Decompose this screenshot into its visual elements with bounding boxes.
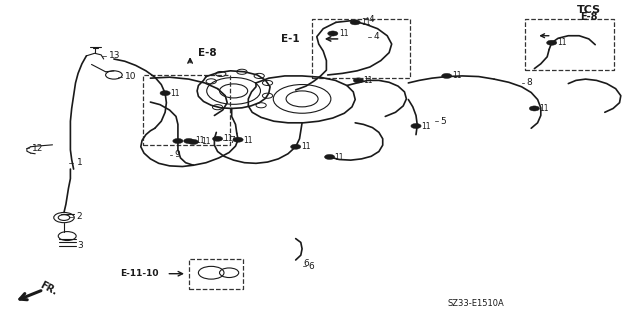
- Text: 11: 11: [452, 71, 461, 80]
- Text: E-8: E-8: [580, 11, 598, 22]
- Text: TCS: TCS: [577, 5, 601, 15]
- Circle shape: [188, 139, 198, 145]
- Text: 1: 1: [77, 158, 83, 167]
- Circle shape: [547, 40, 557, 45]
- Circle shape: [160, 91, 170, 96]
- Text: 11: 11: [339, 29, 349, 38]
- Text: 11: 11: [557, 38, 566, 47]
- Text: E-11-10: E-11-10: [120, 269, 159, 278]
- Text: 6: 6: [303, 259, 309, 268]
- Text: 11: 11: [223, 134, 232, 143]
- Text: 11: 11: [362, 18, 371, 27]
- Circle shape: [353, 78, 364, 83]
- Text: E-1: E-1: [281, 34, 300, 44]
- Circle shape: [212, 136, 223, 141]
- Text: 10: 10: [125, 72, 136, 81]
- Circle shape: [529, 106, 540, 111]
- Text: 2: 2: [77, 212, 83, 221]
- Text: 11: 11: [170, 89, 180, 98]
- Circle shape: [233, 137, 243, 142]
- Circle shape: [442, 73, 452, 78]
- Circle shape: [184, 138, 194, 144]
- Text: 11: 11: [540, 104, 549, 113]
- Text: 12: 12: [32, 144, 44, 153]
- Text: 11: 11: [334, 153, 344, 162]
- Text: 9: 9: [175, 150, 180, 159]
- Text: 13: 13: [109, 51, 120, 60]
- Text: 6: 6: [308, 262, 314, 271]
- Circle shape: [173, 138, 183, 144]
- Text: FR.: FR.: [38, 280, 59, 297]
- Text: 5: 5: [440, 117, 446, 126]
- Text: E-8: E-8: [198, 48, 217, 58]
- Circle shape: [411, 123, 421, 129]
- Circle shape: [291, 144, 301, 149]
- Circle shape: [328, 31, 338, 36]
- Text: 3: 3: [77, 241, 83, 250]
- Text: 11: 11: [301, 142, 310, 151]
- Text: 11: 11: [364, 76, 373, 85]
- Text: 8: 8: [527, 78, 532, 87]
- Text: 11: 11: [201, 137, 211, 146]
- Text: 4: 4: [373, 32, 379, 41]
- Text: 11: 11: [195, 137, 205, 145]
- Text: 11: 11: [243, 137, 253, 145]
- Text: SZ33-E1510A: SZ33-E1510A: [448, 299, 505, 308]
- Text: 11: 11: [421, 122, 431, 130]
- Circle shape: [324, 154, 335, 160]
- Circle shape: [350, 20, 360, 25]
- Text: 7: 7: [229, 136, 235, 145]
- Text: 4: 4: [369, 15, 374, 24]
